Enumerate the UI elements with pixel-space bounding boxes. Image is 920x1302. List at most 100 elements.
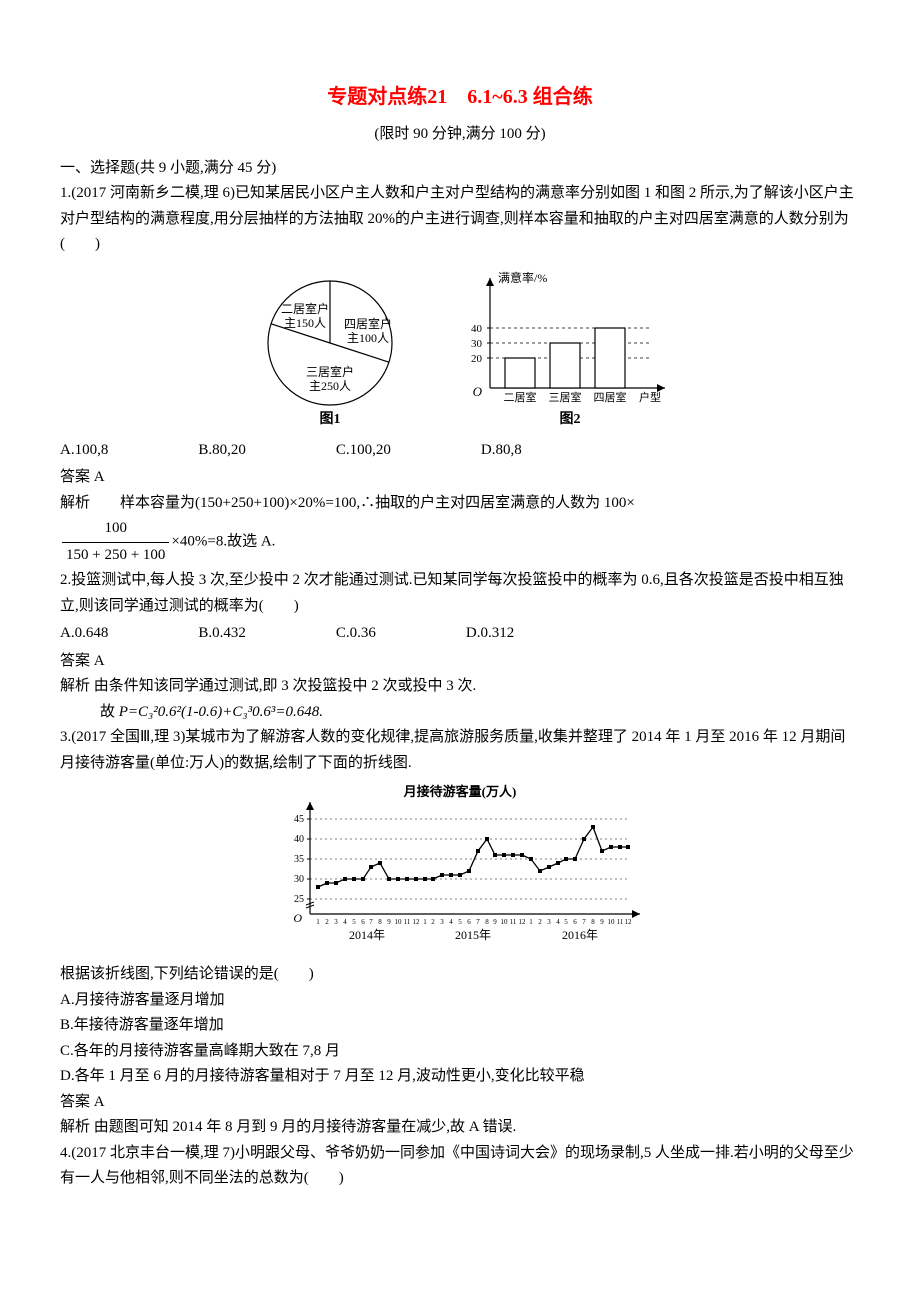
svg-text:7: 7 bbox=[369, 918, 373, 926]
svg-text:10: 10 bbox=[608, 918, 616, 926]
q1-answer: 答案 A bbox=[60, 465, 860, 491]
svg-text:3: 3 bbox=[547, 918, 551, 926]
svg-text:7: 7 bbox=[582, 918, 586, 926]
svg-text:2: 2 bbox=[538, 918, 542, 926]
pie-label-3room-n: 主250人 bbox=[309, 379, 351, 393]
bar-cat-4: 四居室 bbox=[594, 390, 627, 404]
svg-text:6: 6 bbox=[467, 918, 471, 926]
bar-4room bbox=[595, 328, 625, 388]
q1-stem: 1.(2017 河南新乡二模,理 6)已知某居民小区户主人数和户主对户型结构的满… bbox=[60, 181, 860, 258]
q1-opt-a: A.100,8 bbox=[60, 438, 108, 464]
q1-explain-1: 解析 样本容量为(150+250+100)×20%=100,∴抽取的户主对四居室… bbox=[60, 491, 860, 517]
lc-xticks: 123456789101112 123456789101112 12345678… bbox=[316, 918, 632, 926]
svg-text:10: 10 bbox=[395, 918, 403, 926]
q3-post: 根据该折线图,下列结论错误的是( ) bbox=[60, 962, 860, 988]
svg-text:11: 11 bbox=[617, 918, 624, 926]
q3-opt-c: C.各年的月接待游客量高峰期大致在 7,8 月 bbox=[60, 1039, 860, 1065]
q2-explain-1: 解析 由条件知该同学通过测试,即 3 次投篮投中 2 次或投中 3 次. bbox=[60, 674, 860, 700]
bar-ytick-30: 30 bbox=[471, 338, 483, 350]
svg-text:1: 1 bbox=[316, 918, 320, 926]
q1-frac-den: 150 + 250 + 100 bbox=[62, 542, 169, 569]
svg-text:11: 11 bbox=[404, 918, 411, 926]
svg-text:5: 5 bbox=[458, 918, 462, 926]
svg-text:2: 2 bbox=[431, 918, 435, 926]
bar-ytick-40: 40 bbox=[471, 323, 483, 335]
pie-label-2room-n: 主150人 bbox=[284, 316, 326, 330]
svg-text:8: 8 bbox=[591, 918, 595, 926]
svg-text:1: 1 bbox=[529, 918, 533, 926]
svg-text:3: 3 bbox=[334, 918, 338, 926]
pie-label-2room: 二居室户 bbox=[281, 301, 329, 316]
svg-text:2016年: 2016年 bbox=[562, 928, 598, 942]
q1-opt-d: D.80,8 bbox=[481, 438, 522, 464]
lc-y40: 40 bbox=[294, 834, 304, 845]
svg-text:4: 4 bbox=[556, 918, 560, 926]
lc-y30: 30 bbox=[294, 874, 304, 885]
svg-text:2015年: 2015年 bbox=[455, 928, 491, 942]
svg-text:2: 2 bbox=[325, 918, 329, 926]
bar-cat-3: 三居室 bbox=[549, 390, 582, 404]
svg-text:8: 8 bbox=[485, 918, 489, 926]
bar-ylabel: 满意率/% bbox=[498, 270, 547, 285]
page-title: 专题对点练21 6.1~6.3 组合练 bbox=[60, 80, 860, 114]
lc-origin: O bbox=[293, 911, 302, 925]
lc-y35: 35 bbox=[294, 854, 304, 865]
q2-stem: 2.投篮测试中,每人投 3 次,至少投中 2 次才能通过测试.已知某同学每次投篮… bbox=[60, 568, 860, 619]
q2-opt-c: C.0.36 bbox=[336, 621, 376, 647]
lc-y45: 45 bbox=[294, 814, 304, 825]
lc-markers bbox=[316, 825, 630, 889]
q1-explain-3: ×40%=8.故选 A. bbox=[171, 533, 275, 549]
q1-figures: 二居室户 主150人 四居室户 主100人 三居室户 主250人 图1 满意率/… bbox=[60, 268, 860, 428]
q2-options: A.0.648 B.0.432 C.0.36 D.0.312 bbox=[60, 621, 860, 647]
q3-line-chart: 月接待游客量(万人) O 25 30 35 40 45 bbox=[60, 784, 860, 954]
bar-ytick-20: 20 bbox=[471, 353, 483, 365]
q2-exp-prefix: 故 bbox=[100, 704, 119, 720]
q2-opt-b: B.0.432 bbox=[198, 621, 246, 647]
svg-text:12: 12 bbox=[413, 918, 421, 926]
q2-formula: P=C₃²0.6²(1-0.6)+C₃³0.6³=0.648. bbox=[119, 704, 323, 720]
q4-stem: 4.(2017 北京丰台一模,理 7)小明跟父母、爷爷奶奶一同参加《中国诗词大会… bbox=[60, 1141, 860, 1192]
q2-answer: 答案 A bbox=[60, 649, 860, 675]
q1-frac-num: 100 bbox=[62, 516, 169, 542]
q1-opt-b: B.80,20 bbox=[198, 438, 246, 464]
pie-caption: 图1 bbox=[320, 411, 341, 427]
q3-opt-b: B.年接待游客量逐年增加 bbox=[60, 1013, 860, 1039]
bar-xlabel: 户型 bbox=[639, 390, 661, 404]
q2-opt-a: A.0.648 bbox=[60, 621, 108, 647]
svg-text:9: 9 bbox=[493, 918, 497, 926]
svg-text:7: 7 bbox=[476, 918, 480, 926]
bar-caption: 图2 bbox=[560, 411, 581, 427]
pie-label-3room: 三居室户 bbox=[306, 364, 354, 379]
svg-text:5: 5 bbox=[352, 918, 356, 926]
q3-opt-d: D.各年 1 月至 6 月的月接待游客量相对于 7 月至 12 月,波动性更小,… bbox=[60, 1064, 860, 1090]
svg-text:5: 5 bbox=[564, 918, 568, 926]
svg-text:3: 3 bbox=[440, 918, 444, 926]
q1-explain-2: 100 150 + 250 + 100 ×40%=8.故选 A. bbox=[60, 516, 860, 568]
section-heading-1: 一、选择题(共 9 小题,满分 45 分) bbox=[60, 156, 860, 182]
svg-text:6: 6 bbox=[361, 918, 365, 926]
origin-o: O bbox=[473, 384, 483, 399]
q3-stem: 3.(2017 全国Ⅲ,理 3)某城市为了解游客人数的变化规律,提高旅游服务质量… bbox=[60, 725, 860, 776]
q1-bar-chart: 满意率/% 20 30 40 二居室 三居室 四居室 户型 O 图2 bbox=[460, 268, 680, 428]
svg-text:9: 9 bbox=[600, 918, 604, 926]
svg-text:12: 12 bbox=[625, 918, 633, 926]
q1-options: A.100,8 B.80,20 C.100,20 D.80,8 bbox=[60, 438, 860, 464]
svg-text:2014年: 2014年 bbox=[349, 928, 385, 942]
q2-opt-d: D.0.312 bbox=[466, 621, 514, 647]
bar-2room bbox=[505, 358, 535, 388]
svg-text:11: 11 bbox=[510, 918, 517, 926]
svg-text:1: 1 bbox=[423, 918, 427, 926]
svg-text:9: 9 bbox=[387, 918, 391, 926]
lc-y25: 25 bbox=[294, 894, 304, 905]
svg-text:12: 12 bbox=[519, 918, 527, 926]
svg-text:10: 10 bbox=[501, 918, 509, 926]
svg-text:6: 6 bbox=[573, 918, 577, 926]
q1-opt-c: C.100,20 bbox=[336, 438, 391, 464]
svg-text:4: 4 bbox=[449, 918, 453, 926]
svg-text:4: 4 bbox=[343, 918, 347, 926]
q3-answer: 答案 A bbox=[60, 1090, 860, 1116]
pie-label-4room: 四居室户 bbox=[344, 316, 392, 331]
bar-3room bbox=[550, 343, 580, 388]
bar-cat-2: 二居室 bbox=[504, 390, 537, 404]
svg-text:8: 8 bbox=[378, 918, 382, 926]
